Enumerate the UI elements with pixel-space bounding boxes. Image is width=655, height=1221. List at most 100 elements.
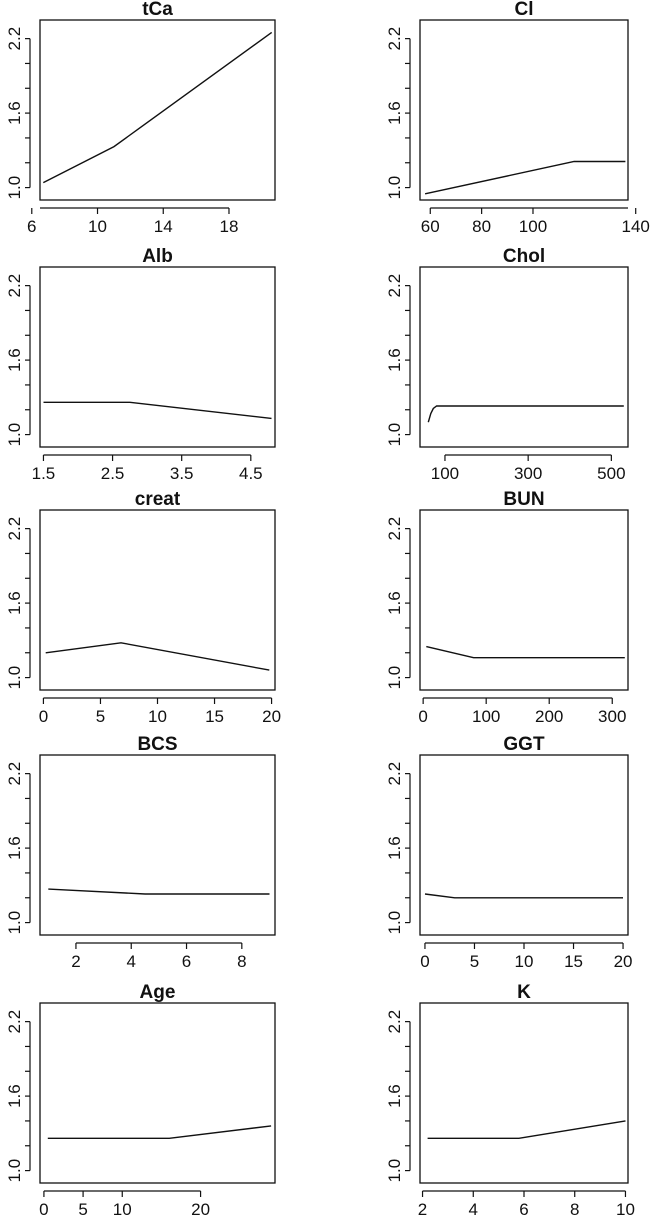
- y-tick-label: 1.6: [5, 591, 24, 615]
- y-tick-label: 1.6: [5, 348, 24, 372]
- y-tick-label: 1.0: [5, 911, 24, 935]
- panel-title: Alb: [142, 246, 173, 267]
- x-tick-label: 0: [39, 1200, 48, 1219]
- partial-dependence-line: [47, 1125, 272, 1140]
- y-tick-label: 2.2: [5, 274, 24, 298]
- x-tick-label: 100: [519, 217, 547, 236]
- y-tick-label: 1.6: [385, 836, 404, 860]
- panel-cl: Cl 1.0 1.6 2.2 60 80 100 140: [385, 0, 650, 236]
- x-tick-label: 0: [420, 952, 429, 971]
- x-tick-label: 1.5: [32, 464, 56, 483]
- x-tick-label: 4: [469, 1200, 478, 1219]
- y-tick-label: 1.6: [5, 836, 24, 860]
- x-tick-label: 2: [71, 952, 80, 971]
- y-tick-label: 1.0: [385, 423, 404, 447]
- y-tick-label: 2.2: [385, 762, 404, 786]
- plot-frame: [39, 266, 276, 448]
- panel-title: Cl: [515, 0, 534, 20]
- panel-title: tCa: [142, 0, 173, 20]
- y-tick-label: 1.6: [385, 348, 404, 372]
- x-tick-label: 10: [616, 1200, 635, 1219]
- x-tick-label: 3.5: [170, 464, 194, 483]
- partial-dependence-line: [427, 405, 624, 423]
- x-tick-label: 2: [418, 1200, 427, 1219]
- y-tick-label: 1.0: [5, 423, 24, 447]
- x-tick-label: 15: [205, 707, 224, 726]
- x-tick-label: 60: [421, 217, 440, 236]
- x-tick-label: 5: [470, 952, 479, 971]
- x-tick-label: 5: [96, 707, 105, 726]
- panel-title: BCS: [137, 734, 177, 755]
- y-tick-label: 2.2: [385, 27, 404, 51]
- panel-creat: creat 1.0 1.6 2.2 0 5 10 15 20: [5, 489, 281, 726]
- x-tick-label: 300: [514, 464, 542, 483]
- plot-frame: [419, 1002, 629, 1184]
- y-tick-label: 1.0: [5, 1159, 24, 1183]
- y-tick-label: 1.0: [5, 666, 24, 690]
- x-tick-label: 8: [237, 952, 246, 971]
- x-tick-label: 20: [262, 707, 281, 726]
- y-tick-label: 1.6: [5, 1084, 24, 1108]
- plot-frame: [39, 1002, 276, 1184]
- partial-dependence-line: [42, 31, 273, 184]
- panel-k: K 1.0 1.6 2.2 2 4 6 8 10: [385, 982, 635, 1219]
- plot-frame: [419, 19, 629, 201]
- panel-ggt: GGT 1.0 1.6 2.2 0 5 10 15 20: [385, 734, 633, 971]
- x-tick-label: 10: [88, 217, 107, 236]
- x-tick-label: 100: [431, 464, 459, 483]
- y-tick-label: 2.2: [385, 1010, 404, 1034]
- panel-bun: BUN 1.0 1.6 2.2 0 100 200 300: [385, 489, 629, 726]
- x-tick-label: 10: [515, 952, 534, 971]
- panel-tca: tCa 1.0 1.6 2.2 6 10 14 18: [5, 0, 276, 236]
- y-tick-label: 1.0: [385, 176, 404, 200]
- x-tick-label: 500: [597, 464, 625, 483]
- panel-title: Age: [140, 982, 176, 1003]
- y-tick-label: 2.2: [5, 27, 24, 51]
- x-tick-label: 20: [191, 1200, 210, 1219]
- panel-age: Age 1.0 1.6 2.2 0 5 10 20: [5, 982, 276, 1219]
- panel-title: K: [517, 982, 531, 1003]
- y-tick-label: 1.6: [385, 1084, 404, 1108]
- plot-frame: [39, 509, 276, 691]
- panel-alb: Alb 1.0 1.6 2.2 1.5 2.5 3.5 4.5: [5, 246, 276, 483]
- y-tick-label: 1.6: [5, 101, 24, 125]
- partial-dependence-line: [426, 645, 625, 659]
- x-tick-label: 100: [472, 707, 500, 726]
- plot-frame: [39, 19, 276, 201]
- x-tick-label: 18: [220, 217, 239, 236]
- x-tick-label: 5: [78, 1200, 87, 1219]
- x-tick-label: 4.5: [239, 464, 263, 483]
- partial-dependence-line: [43, 401, 272, 420]
- panel-title: creat: [135, 489, 181, 510]
- x-tick-label: 10: [148, 707, 167, 726]
- y-tick-label: 1.0: [385, 911, 404, 935]
- x-tick-label: 300: [598, 707, 626, 726]
- y-tick-label: 2.2: [5, 517, 24, 541]
- y-tick-label: 1.6: [385, 591, 404, 615]
- y-tick-label: 2.2: [385, 517, 404, 541]
- x-tick-label: 2.5: [101, 464, 125, 483]
- partial-dependence-line: [427, 1120, 626, 1140]
- x-tick-label: 4: [127, 952, 136, 971]
- y-tick-label: 2.2: [5, 1010, 24, 1034]
- x-tick-label: 6: [519, 1200, 528, 1219]
- x-tick-label: 0: [39, 707, 48, 726]
- partial-dependence-line: [424, 160, 626, 195]
- partial-dependence-line: [48, 888, 270, 895]
- partial-dependence-line: [45, 642, 270, 671]
- plot-frame: [419, 509, 629, 691]
- x-tick-label: 14: [154, 217, 173, 236]
- y-tick-label: 1.6: [385, 101, 404, 125]
- x-tick-label: 8: [570, 1200, 579, 1219]
- panel-title: GGT: [503, 734, 545, 755]
- panel-title: BUN: [503, 489, 544, 510]
- y-tick-label: 2.2: [385, 274, 404, 298]
- y-tick-label: 2.2: [5, 762, 24, 786]
- plot-frame: [419, 266, 629, 448]
- panel-chol: Chol 1.0 1.6 2.2 100 300 500: [385, 246, 629, 483]
- x-tick-label: 6: [182, 952, 191, 971]
- x-tick-label: 10: [113, 1200, 132, 1219]
- x-tick-label: 140: [622, 217, 650, 236]
- plot-frame: [419, 754, 629, 936]
